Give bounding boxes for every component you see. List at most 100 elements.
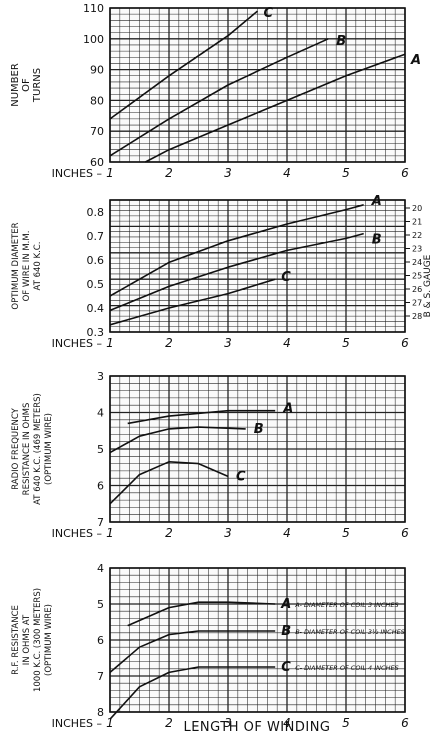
gauge-tick-label: 22 (412, 231, 422, 240)
series-line-A (109, 204, 364, 297)
gauge-tick-label: 20 (412, 204, 422, 213)
gauge-tick-label: 24 (412, 258, 422, 267)
diameter-annotation-B: B- DIAMETER OF COIL 3½ INCHES (295, 628, 405, 636)
y-axis-label-line: OPTIMUM DIAMETER (11, 222, 21, 309)
grid (109, 7, 406, 163)
y-tick-label: 7 (97, 516, 104, 529)
series-label-B: B (336, 34, 346, 49)
series-label-C: C (281, 660, 291, 675)
x-axis-label: LENGTH OF WINDING (183, 720, 330, 735)
series-label-C: C (264, 6, 274, 21)
y-tick-label: 90 (90, 64, 104, 77)
y-axis-label-line: NUMBER (10, 63, 21, 107)
y-axis-label-line: RADIO FREQUENCY (11, 407, 21, 489)
grid (109, 375, 406, 523)
series-line-C (109, 461, 229, 505)
y-tick-label: 60 (90, 156, 104, 169)
x-tick-label: 5 (342, 526, 350, 540)
y-axis-label-line: IN OHMS AT (22, 614, 32, 665)
x-tick-label: 5 (342, 716, 350, 730)
x-tick-label: 6 (401, 166, 409, 180)
x-tick-label: 6 (401, 336, 409, 350)
series-line-A (127, 409, 276, 425)
y-tick-label: 0.4 (87, 302, 105, 315)
x-tick-label: 3 (224, 336, 232, 350)
y-tick-label: 0.8 (87, 206, 105, 219)
x-tick-label: 6 (401, 716, 409, 730)
y-tick-label: 80 (90, 94, 104, 107)
series-label-B: B (372, 233, 382, 248)
y-axis-label-line: OF (21, 78, 32, 92)
series-label-B: B (254, 422, 264, 437)
chart-panel-3: 3 4 5 6 71 2 3 4 5 6 INCHES – RADIO FREQUENCY RESIST… (11, 370, 409, 540)
y-tick-label: 6 (97, 480, 104, 493)
y-tick-label: 7 (97, 670, 104, 683)
diameter-annotation-C: C- DIAMETER OF COIL 4 INCHES (295, 664, 399, 672)
series-label-A: A (371, 194, 382, 209)
plot-frame (109, 7, 406, 163)
series-line-B (109, 232, 364, 312)
x-tick-label: 6 (401, 526, 409, 540)
x-tick-label: 2 (165, 166, 173, 180)
chart-panel-4: 4 5 6 7 81 2 3 4 5 6 INCHES – R.F. RESISTANCE IN OHM… (11, 562, 409, 730)
series-line-A (145, 53, 406, 163)
x-tick-label: 4 (283, 526, 291, 540)
inches-label: INCHES – (52, 167, 102, 180)
y-tick-label: 4 (97, 407, 104, 420)
y-tick-label: 6 (97, 634, 104, 647)
grid (109, 567, 406, 713)
y-axis-label-line: OF WIRE IN M.M. (22, 231, 32, 302)
series-line-B (109, 426, 246, 454)
chart-panel-1: 60 70 80 90 100 110 1 2 3 4 5 6 INCHES – NUMBER OF TURN… (10, 2, 421, 180)
x-tick-label: 4 (283, 166, 291, 180)
x-tick-label: 3 (224, 166, 232, 180)
y-axis-label-line: R.F. RESISTANCE (11, 605, 21, 675)
series-label-A: A (280, 597, 291, 612)
y-tick-label: 0.6 (87, 254, 105, 267)
y-tick-label: 5 (97, 598, 104, 611)
x-tick-label: 4 (283, 336, 291, 350)
inches-label: INCHES – (52, 527, 102, 540)
gauge-tick-label: 27 (412, 299, 422, 308)
y-tick-label: 0.5 (87, 278, 105, 291)
y-tick-label: 4 (97, 562, 104, 575)
x-tick-label: 4 (283, 716, 291, 730)
y-tick-label: 5 (97, 443, 104, 456)
y-axis-label-line: AT 640 K.C. (33, 242, 43, 291)
series-label-C: C (236, 469, 246, 484)
plot-frame (109, 199, 406, 333)
series-line-C (109, 10, 259, 120)
y-tick-label: 0.7 (87, 230, 105, 243)
series-label-C: C (281, 270, 291, 285)
gauge-tick-label: 23 (412, 245, 422, 254)
x-tick-label: 3 (224, 716, 232, 730)
y-axis-label-line: AT 640 K.C. (469 METERS) (33, 393, 43, 505)
y-axis-label-line: 1000 K.C. (300 METERS) (33, 588, 43, 692)
y-axis-label-line: (OPTIMUM WIRE) (44, 604, 54, 676)
y-tick-label: 8 (97, 706, 104, 719)
y-axis-label-line: (OPTIMUM WIRE) (44, 413, 54, 485)
y-tick-label: 3 (97, 370, 104, 383)
x-tick-label: 2 (165, 526, 173, 540)
series-line-C (109, 666, 276, 720)
x-tick-label: 3 (224, 526, 232, 540)
series-line-A (127, 601, 276, 627)
gauge-tick-label: 26 (412, 285, 422, 294)
series-line-B (109, 38, 329, 157)
series-label-B: B (281, 624, 291, 639)
plot-frame (109, 375, 406, 523)
diameter-annotation-A: A- DIAMETER OF COIL 3 INCHES (294, 601, 398, 609)
x-tick-label: 5 (342, 166, 350, 180)
x-tick-label: 1 (106, 336, 114, 350)
y-axis-label-line: TURNS (32, 68, 43, 103)
series-label-A: A (282, 402, 293, 417)
x-tick-label: 5 (342, 336, 350, 350)
y-tick-label: 100 (83, 33, 104, 46)
y-tick-label: 70 (90, 125, 104, 138)
series-line-C (109, 278, 276, 326)
x-tick-label: 1 (106, 166, 114, 180)
y-tick-label: 110 (83, 2, 104, 15)
y-axis-label-line: RESISTANCE IN OHMS (22, 403, 32, 496)
